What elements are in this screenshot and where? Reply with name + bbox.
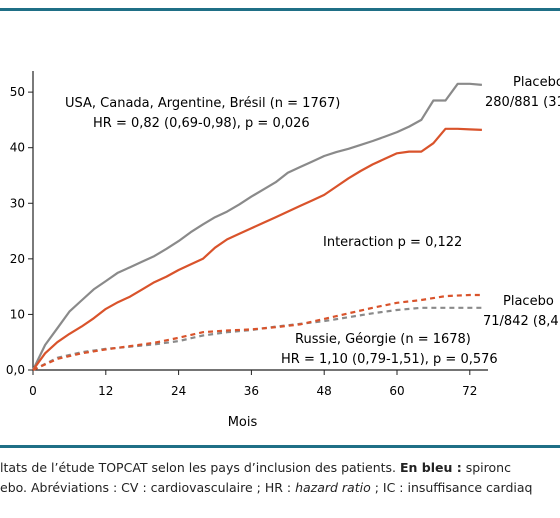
caption-bold-text: En bleu : (400, 460, 462, 475)
annotation-group1-line2: HR = 0,82 (0,69-0,98), p = 0,026 (93, 116, 310, 131)
caption-text: ; IC : insuffisance cardiaq (370, 480, 533, 495)
series-line-1 (32, 127, 482, 371)
x-axis-label: Mois (228, 415, 258, 430)
series-layer (32, 82, 482, 372)
x-tick-label: 12 (98, 384, 113, 398)
caption-text: ebo. Abréviations : CV : cardiovasculair… (0, 480, 296, 495)
y-tick-label: 30 (10, 196, 25, 210)
x-tick-label: 24 (171, 384, 186, 398)
x-tick-label: 60 (389, 384, 404, 398)
annotation-group1-line1: USA, Canada, Argentine, Brésil (n = 1767… (65, 96, 340, 111)
annotations-layer: USA, Canada, Argentine, Brésil (n = 1767… (65, 75, 560, 367)
top-rule (0, 8, 560, 11)
figure-caption-line1: ltats de l’étude TOPCAT selon les pays d… (0, 460, 511, 475)
caption-text: spironc (461, 460, 511, 475)
series-line-3 (32, 293, 482, 372)
y-tick-label: 50 (10, 85, 25, 99)
bottom-rule (0, 445, 560, 448)
x-tick-label: 0 (29, 384, 37, 398)
chart-axes: 0 12 24 36 48 60 72 0,0 10 20 30 40 50 Mois (6, 71, 488, 430)
x-tick-label: 36 (244, 384, 259, 398)
placebo2-label: Placebo (503, 294, 554, 309)
placebo1-count: 280/881 (31 (485, 95, 560, 110)
figure-caption-line2: ebo. Abréviations : CV : cardiovasculair… (0, 480, 532, 495)
caption-text: ltats de l’étude TOPCAT selon les pays d… (0, 460, 401, 475)
annotation-group2-line2: HR = 1,10 (0,79-1,51), p = 0,576 (281, 352, 498, 367)
annotation-group2-line1: Russie, Géorgie (n = 1678) (295, 332, 471, 347)
y-tick-label: 40 (10, 141, 25, 155)
x-tick-label: 72 (462, 384, 477, 398)
annotation-interaction: Interaction p = 0,122 (323, 235, 462, 250)
placebo2-count: 71/842 (8,4 (483, 314, 559, 329)
y-tick-label: 0,0 (6, 363, 25, 377)
placebo1-label: Placebo (513, 75, 560, 90)
caption-italic-text: hazard ratio (295, 480, 371, 495)
x-tick-label: 48 (317, 384, 332, 398)
series-line-0 (32, 82, 482, 371)
chart-canvas: 0 12 24 36 48 60 72 0,0 10 20 30 40 50 Mois USA, Cana… (6, 71, 560, 430)
y-tick-label: 10 (10, 307, 25, 321)
y-tick-label: 20 (10, 252, 25, 266)
